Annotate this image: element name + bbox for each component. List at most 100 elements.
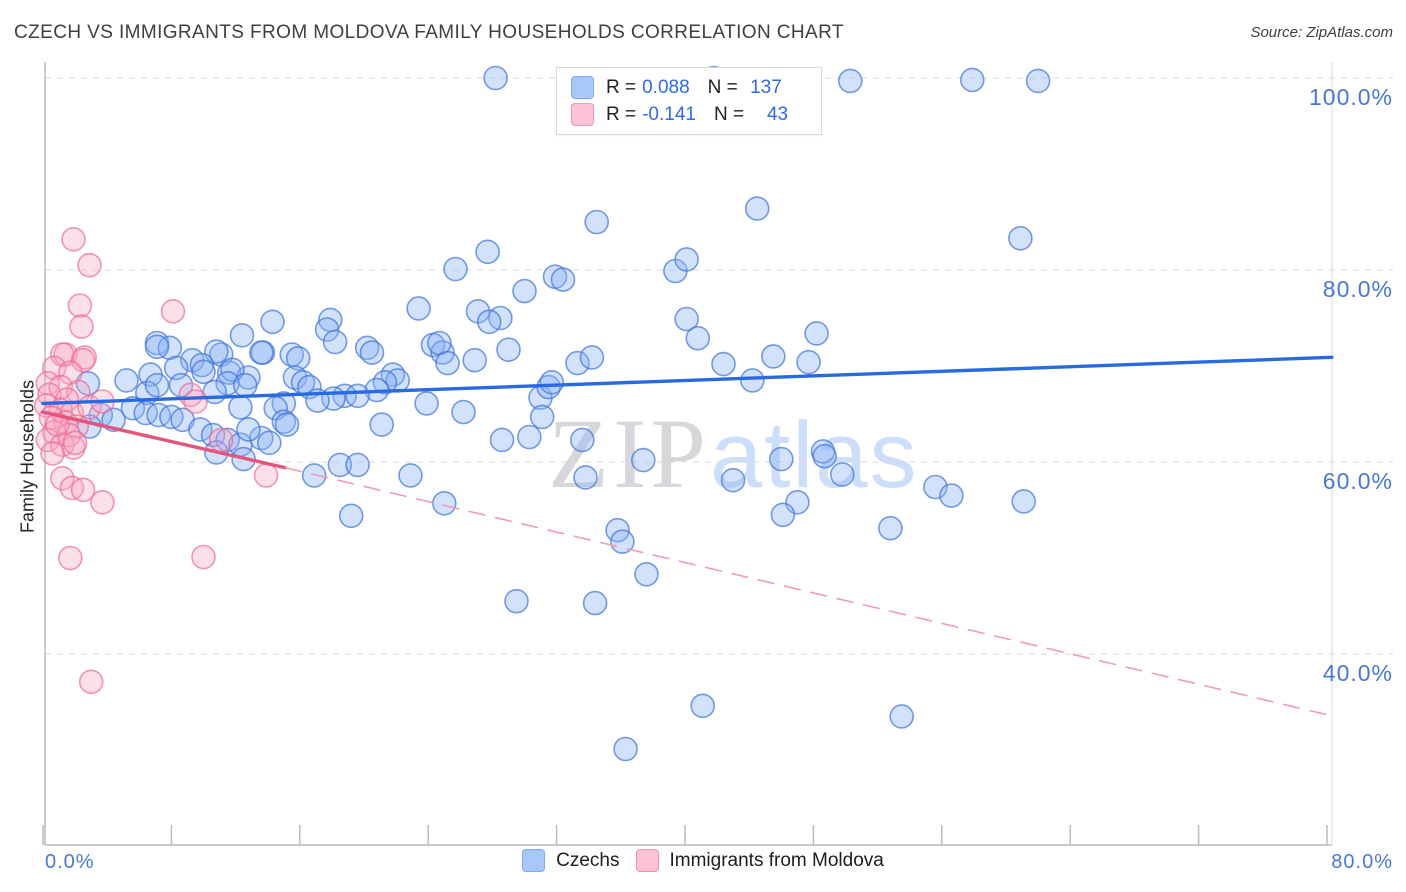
- scatter-point-czechs[interactable]: [796, 349, 821, 375]
- scatter-point-czechs[interactable]: [314, 317, 340, 342]
- scatter-point-czechs[interactable]: [1025, 68, 1051, 94]
- scatter-point-czechs[interactable]: [168, 372, 194, 398]
- scatter-point-czechs[interactable]: [579, 345, 605, 370]
- scatter-point-czechs[interactable]: [248, 340, 274, 365]
- scatter-point-moldova[interactable]: [183, 389, 208, 414]
- scatter-point-moldova[interactable]: [78, 669, 104, 695]
- scatter-point-moldova[interactable]: [40, 441, 65, 466]
- scatter-point-moldova[interactable]: [160, 298, 186, 324]
- scatter-point-czechs[interactable]: [236, 417, 261, 442]
- scatter-point-czechs[interactable]: [959, 67, 985, 93]
- scatter-point-czechs[interactable]: [369, 412, 395, 437]
- scatter-point-czechs[interactable]: [483, 65, 508, 91]
- scatter-point-czechs[interactable]: [431, 490, 457, 516]
- scatter-point-moldova[interactable]: [208, 427, 234, 453]
- scatter-point-czechs[interactable]: [338, 503, 364, 529]
- scatter-point-moldova[interactable]: [58, 545, 83, 571]
- scatter-point-czechs[interactable]: [406, 296, 431, 321]
- scatter-point-czechs[interactable]: [256, 430, 282, 456]
- scatter-point-czechs[interactable]: [435, 350, 460, 376]
- scatter-point-moldova[interactable]: [45, 412, 70, 437]
- scatter-point-czechs[interactable]: [229, 322, 255, 348]
- scatter-point-czechs[interactable]: [829, 462, 855, 487]
- scatter-point-czechs[interactable]: [146, 402, 171, 428]
- legend-item-moldova[interactable]: Immigrants from Moldova: [635, 849, 884, 872]
- scatter-point-czechs[interactable]: [345, 452, 370, 478]
- scatter-point-moldova[interactable]: [33, 393, 59, 418]
- scatter-point-czechs[interactable]: [565, 350, 590, 376]
- scatter-point-czechs[interactable]: [274, 412, 300, 437]
- scatter-point-czechs[interactable]: [685, 325, 711, 351]
- scatter-point-czechs[interactable]: [711, 351, 736, 377]
- scatter-point-czechs[interactable]: [770, 502, 796, 528]
- scatter-point-czechs[interactable]: [804, 321, 829, 346]
- scatter-point-czechs[interactable]: [354, 335, 380, 361]
- scatter-point-czechs[interactable]: [120, 395, 146, 421]
- scatter-point-moldova[interactable]: [61, 227, 86, 252]
- scatter-point-moldova[interactable]: [49, 465, 75, 491]
- scatter-point-czechs[interactable]: [582, 590, 608, 616]
- scatter-point-czechs[interactable]: [837, 68, 863, 94]
- scatter-point-czechs[interactable]: [271, 409, 297, 435]
- scatter-point-czechs[interactable]: [1008, 226, 1033, 251]
- scatter-point-moldova[interactable]: [69, 314, 94, 339]
- scatter-point-moldova[interactable]: [70, 347, 96, 373]
- scatter-point-czechs[interactable]: [760, 344, 786, 369]
- scatter-point-czechs[interactable]: [516, 424, 542, 450]
- scatter-point-czechs[interactable]: [188, 417, 213, 442]
- scatter-point-czechs[interactable]: [573, 465, 598, 490]
- scatter-point-czechs[interactable]: [443, 256, 468, 282]
- scatter-point-czechs[interactable]: [634, 561, 659, 587]
- scatter-point-czechs[interactable]: [260, 309, 285, 335]
- scatter-point-czechs[interactable]: [569, 427, 595, 453]
- scatter-point-czechs[interactable]: [512, 278, 537, 304]
- scatter-point-czechs[interactable]: [744, 196, 770, 221]
- scatter-point-czechs[interactable]: [475, 239, 500, 265]
- scatter-point-moldova[interactable]: [253, 463, 279, 488]
- scatter-point-czechs[interactable]: [359, 340, 385, 365]
- scatter-point-czechs[interactable]: [327, 452, 353, 478]
- scatter-point-czechs[interactable]: [584, 209, 610, 235]
- scatter-point-czechs[interactable]: [489, 427, 515, 453]
- scatter-point-czechs[interactable]: [451, 399, 476, 425]
- scatter-point-czechs[interactable]: [889, 704, 915, 729]
- scatter-point-czechs[interactable]: [630, 447, 656, 473]
- scatter-point-czechs[interactable]: [923, 474, 948, 500]
- scatter-point-czechs[interactable]: [285, 345, 311, 371]
- scatter-point-czechs[interactable]: [539, 369, 565, 395]
- scatter-point-czechs[interactable]: [740, 368, 765, 393]
- legend-item-czechs[interactable]: Czechs: [522, 849, 620, 872]
- scatter-point-moldova[interactable]: [70, 477, 96, 503]
- scatter-point-czechs[interactable]: [322, 329, 348, 355]
- scatter-point-moldova[interactable]: [41, 355, 67, 381]
- scatter-point-czechs[interactable]: [720, 467, 746, 493]
- scatter-point-moldova[interactable]: [67, 293, 93, 318]
- scatter-point-moldova[interactable]: [35, 427, 61, 453]
- scatter-point-czechs[interactable]: [878, 515, 903, 541]
- scatter-point-czechs[interactable]: [133, 400, 158, 426]
- scatter-point-moldova[interactable]: [77, 252, 102, 278]
- scatter-point-czechs[interactable]: [939, 483, 964, 508]
- scatter-point-moldova[interactable]: [178, 382, 203, 408]
- scatter-point-czechs[interactable]: [496, 337, 521, 363]
- scatter-point-czechs[interactable]: [504, 588, 529, 614]
- scatter-point-czechs[interactable]: [613, 736, 638, 762]
- scatter-point-czechs[interactable]: [550, 267, 576, 292]
- scatter-point-czechs[interactable]: [232, 372, 258, 398]
- scatter-point-czechs[interactable]: [114, 368, 139, 393]
- scatter-point-czechs[interactable]: [812, 443, 837, 469]
- scatter-point-czechs[interactable]: [215, 370, 240, 396]
- scatter-point-czechs[interactable]: [414, 391, 439, 416]
- scatter-point-moldova[interactable]: [90, 489, 115, 515]
- scatter-point-czechs[interactable]: [768, 446, 794, 472]
- scatter-point-czechs[interactable]: [476, 309, 502, 335]
- scatter-point-moldova[interactable]: [62, 430, 88, 456]
- scatter-point-czechs[interactable]: [610, 529, 635, 555]
- scatter-point-czechs[interactable]: [529, 404, 555, 430]
- scatter-point-czechs[interactable]: [674, 247, 699, 272]
- scatter-point-czechs[interactable]: [228, 394, 253, 420]
- scatter-point-czechs[interactable]: [1011, 489, 1037, 514]
- scatter-point-czechs[interactable]: [690, 693, 716, 719]
- scatter-point-czechs[interactable]: [345, 383, 370, 409]
- scatter-point-czechs[interactable]: [144, 334, 170, 360]
